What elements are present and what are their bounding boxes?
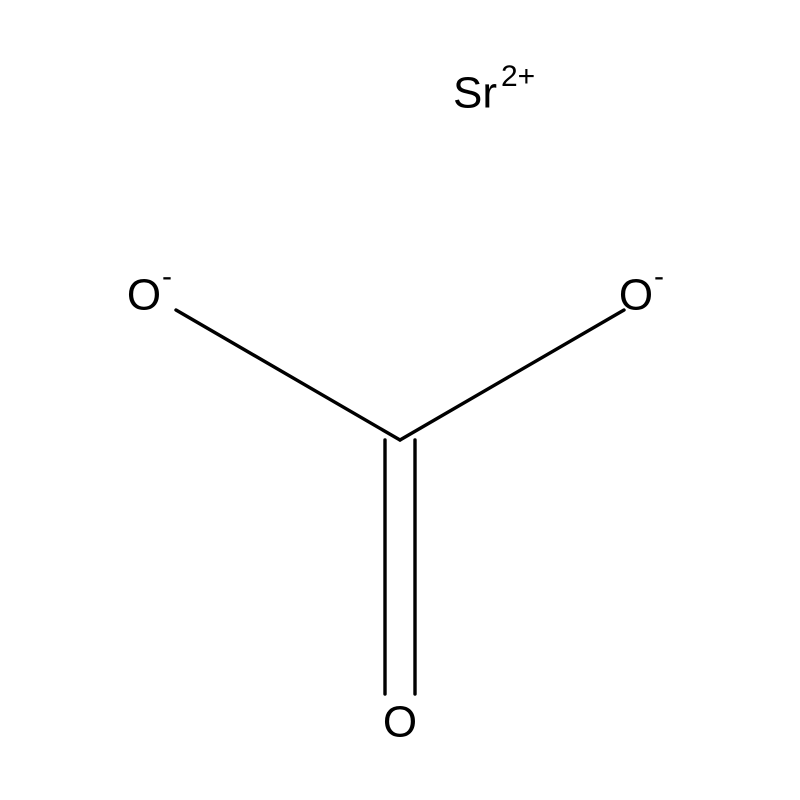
oxygen-bottom: O [383, 698, 417, 747]
bond-c-o-right [400, 310, 624, 440]
bond-c-o-left [176, 310, 400, 440]
molecule-canvas: Sr 2+ O - O - O [0, 0, 800, 800]
oxygen-right-charge: - [654, 260, 664, 293]
oxygen-right: O [619, 271, 653, 320]
cation-symbol: Sr [453, 69, 497, 118]
oxygen-left: O [127, 271, 161, 320]
cation-charge: 2+ [501, 60, 535, 93]
oxygen-left-charge: - [162, 260, 172, 293]
